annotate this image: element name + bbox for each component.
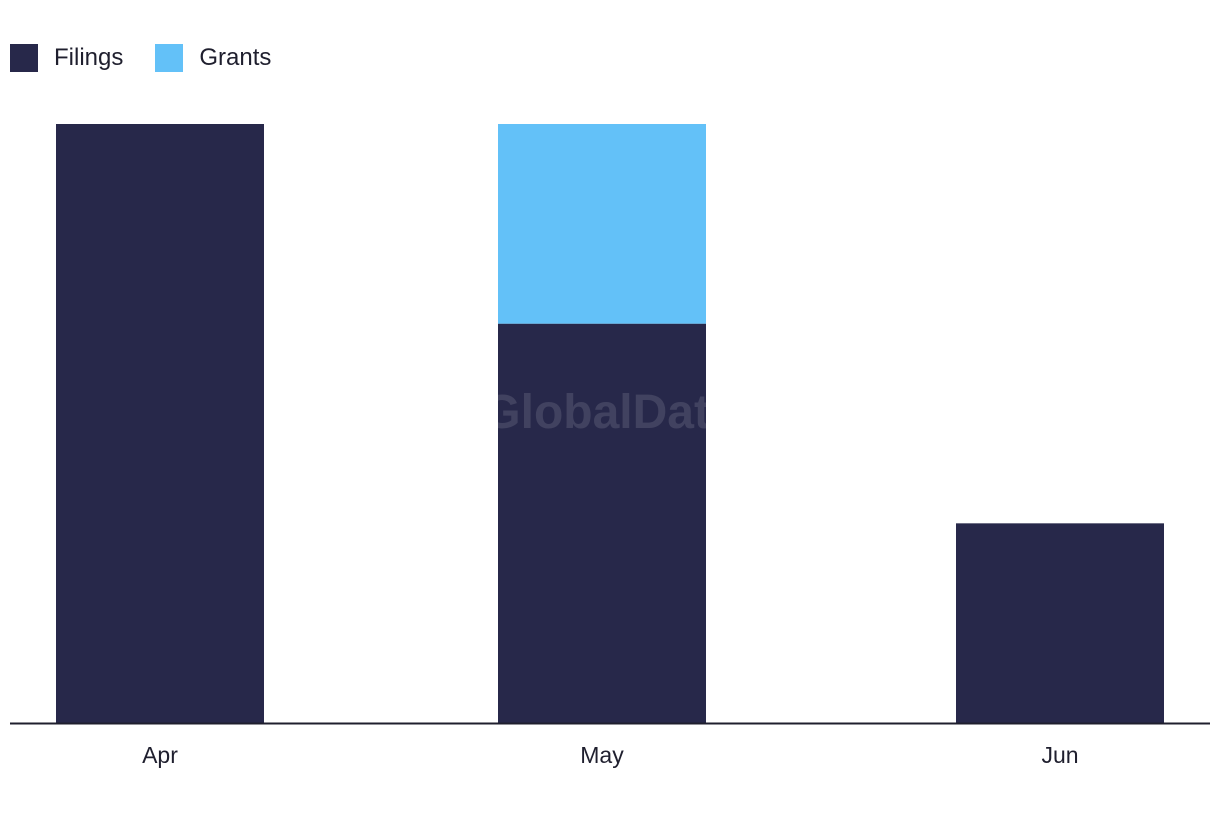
legend-item-filings: Filings bbox=[10, 44, 123, 72]
legend-swatch-grants bbox=[155, 44, 184, 72]
bar-filings-apr bbox=[56, 124, 264, 723]
x-tick-label-jun: Jun bbox=[1041, 742, 1078, 768]
legend-label-grants: Grants bbox=[199, 44, 272, 71]
bar-grants-may bbox=[498, 124, 706, 324]
bar-filings-may bbox=[498, 323, 706, 723]
bars-group bbox=[56, 124, 1164, 723]
legend: Filings Grants bbox=[10, 44, 303, 72]
x-tick-label-apr: Apr bbox=[142, 742, 178, 768]
legend-swatch-filings bbox=[10, 44, 38, 72]
legend-label-filings: Filings bbox=[54, 44, 124, 71]
bar-filings-jun bbox=[956, 523, 1164, 723]
x-tick-labels: Apr May Jun bbox=[142, 742, 1078, 768]
legend-item-grants: Grants bbox=[155, 44, 271, 72]
x-tick-label-may: May bbox=[580, 742, 624, 768]
watermark: GlobalData bbox=[483, 386, 737, 439]
